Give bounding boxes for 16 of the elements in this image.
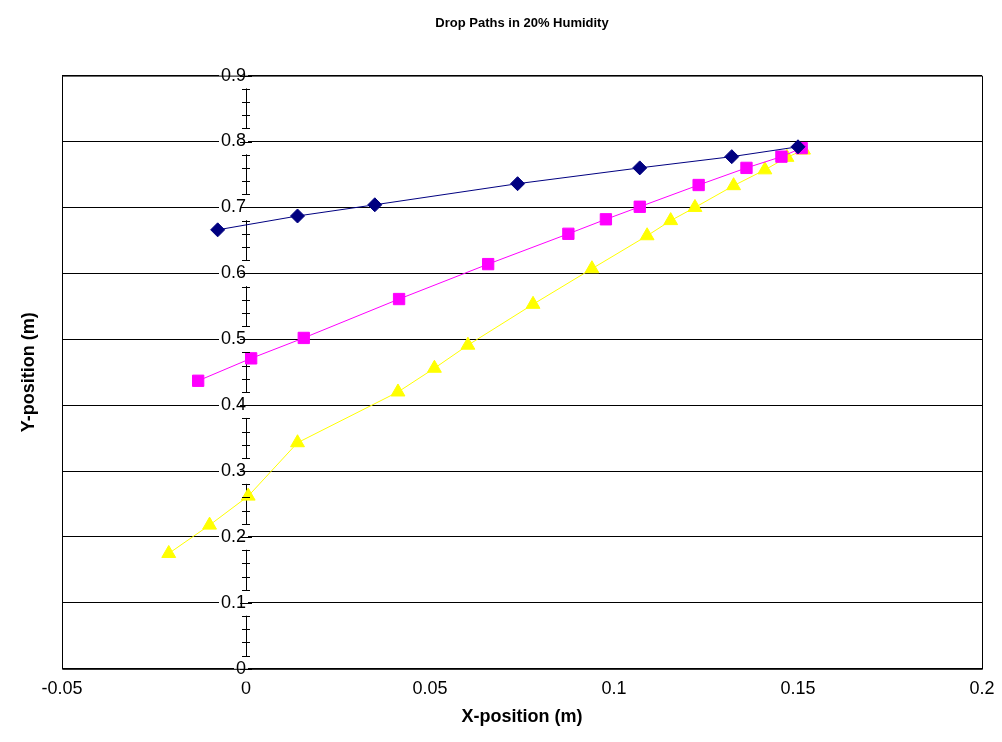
y-tick-label: 0.4 bbox=[220, 394, 246, 415]
y-tick-label: 0.8 bbox=[220, 130, 246, 151]
chart-title: Drop Paths in 20% Humidity bbox=[435, 15, 610, 31]
y-tick-label: 0.7 bbox=[220, 196, 246, 217]
y-tick-label: 0.1 bbox=[220, 591, 246, 612]
x-tick-label: 0.05 bbox=[412, 677, 448, 698]
x-tick-label: 0.1 bbox=[601, 677, 627, 698]
y-tick-label: 0.2 bbox=[220, 525, 246, 546]
y-tick-label: 0.3 bbox=[220, 460, 246, 481]
y-tick-label: 0.5 bbox=[220, 328, 246, 349]
x-tick-label: -0.05 bbox=[41, 677, 83, 698]
x-tick-label: 0.2 bbox=[969, 677, 995, 698]
x-tick-label: 0.15 bbox=[780, 677, 816, 698]
x-axis-title: X-position (m) bbox=[461, 706, 583, 727]
y-axis-title: Y-position (m) bbox=[18, 312, 38, 433]
y-tick-label: 0.6 bbox=[220, 262, 246, 283]
